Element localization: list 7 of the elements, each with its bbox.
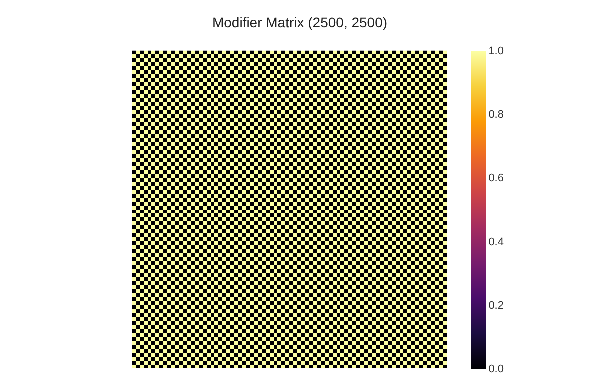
color-bar-label: 0.2 (488, 300, 504, 312)
color-bar-label: 0.8 (488, 109, 504, 122)
color-bar-label: 0.0 (488, 363, 504, 376)
color-bar-label: 0.6 (488, 172, 504, 185)
chart-title: Modifier Matrix (2500, 2500) (212, 14, 388, 30)
color-bar-label: 1.0 (488, 45, 504, 58)
color-bar-label: 0.4 (488, 236, 504, 248)
